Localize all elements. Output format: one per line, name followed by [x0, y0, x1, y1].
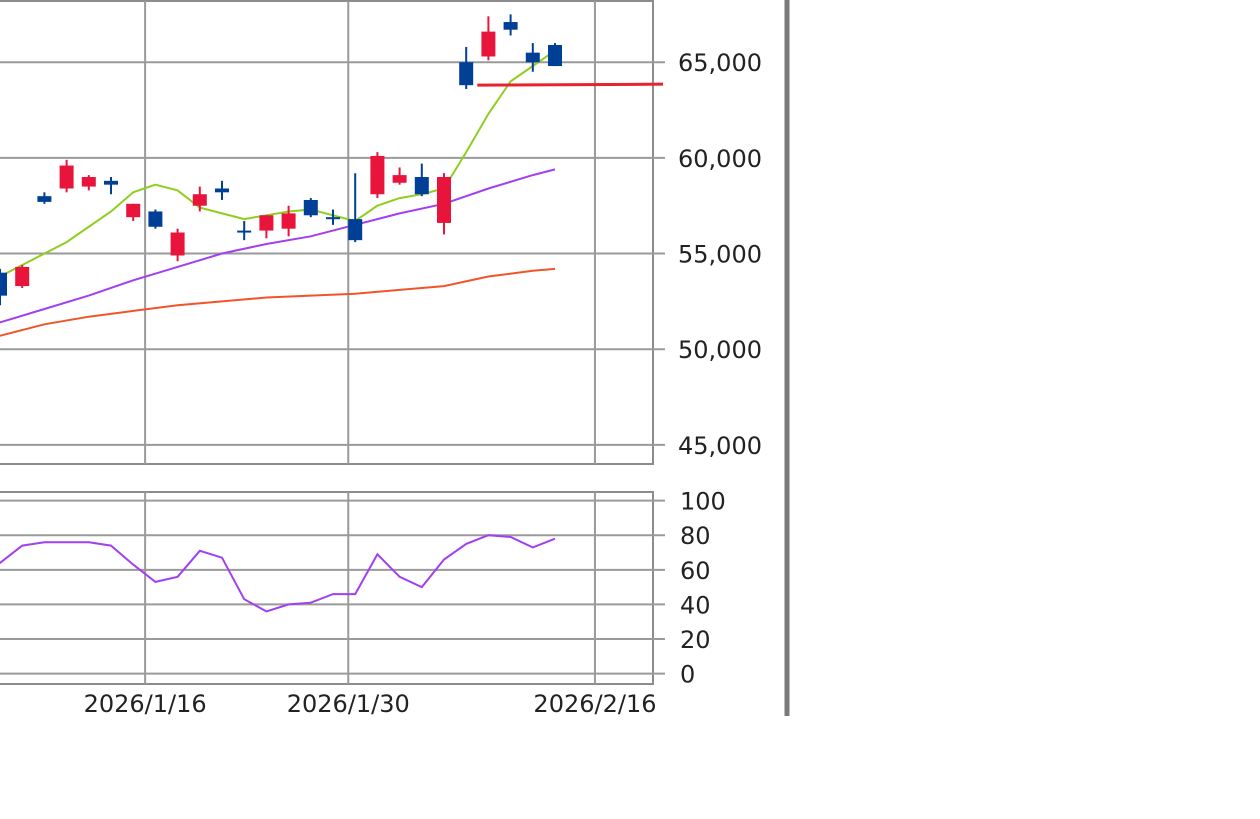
candle-21 — [459, 46, 474, 90]
candle-body-17 — [370, 155, 385, 195]
price-tick-label-1: 60,000 — [678, 145, 762, 173]
candle-10 — [215, 180, 229, 200]
candle-body-4 — [81, 177, 96, 187]
oscillator-tick-label-4: 20 — [680, 626, 711, 654]
candle-17 — [370, 152, 385, 199]
candle-7 — [148, 209, 163, 229]
oscillator-plot-frame — [0, 491, 654, 685]
candle-body-16 — [348, 219, 363, 241]
price-tick-label-4: 45,000 — [678, 432, 762, 460]
candle-body-23 — [503, 22, 518, 30]
candle-body-24 — [525, 52, 540, 63]
candle-body-11 — [237, 230, 252, 233]
candle-16 — [348, 173, 363, 243]
candle-9 — [192, 186, 207, 212]
candle-12 — [259, 215, 274, 239]
oscillator-tick-label-2: 60 — [680, 557, 711, 585]
candle-1 — [15, 265, 30, 288]
oscillator-tick-label-3: 40 — [680, 591, 711, 619]
candle-4 — [81, 175, 96, 191]
candle-22 — [481, 16, 496, 61]
candle-body-15 — [326, 217, 340, 220]
candle-2 — [37, 192, 52, 204]
candle-body-1 — [15, 266, 30, 287]
candle-body-22 — [481, 31, 496, 57]
oscillator-tick-label-0: 100 — [680, 488, 726, 516]
candle-25 — [548, 43, 562, 67]
candle-20 — [437, 173, 451, 235]
candle-24 — [525, 43, 540, 72]
candle-body-6 — [126, 203, 141, 218]
candle-body-19 — [414, 177, 429, 195]
oscillator-series-line-0 — [0, 534, 556, 613]
candle-13 — [281, 205, 296, 237]
candle-body-20 — [437, 177, 451, 223]
price-tick-label-3: 50,000 — [678, 336, 762, 364]
candle-3 — [59, 159, 74, 193]
oscillator-axis-labels: 100 80 60 40 20 0 — [680, 488, 726, 689]
annotations — [477, 82, 664, 87]
oscillator-grid — [0, 491, 665, 685]
price-axis-labels: 65,000 60,000 55,000 50,000 45,000 — [678, 49, 762, 460]
date-axis-labels: 2026/1/16 2026/1/30 2026/2/16 — [84, 690, 657, 718]
candle-body-3 — [59, 165, 74, 189]
moving-average-line-3 — [0, 267, 556, 337]
price-tick-label-2: 55,000 — [678, 241, 762, 269]
candle-body-8 — [170, 232, 185, 256]
candle-body-14 — [303, 199, 318, 216]
candle-5 — [104, 177, 118, 195]
candlesticks — [0, 14, 562, 306]
moving-average-lines — [0, 49, 556, 337]
candle-15 — [326, 209, 340, 225]
candle-body-21 — [459, 62, 474, 86]
candle-18 — [392, 167, 407, 185]
candle-body-7 — [148, 211, 163, 227]
date-tick-label-1: 2026/1/30 — [287, 690, 410, 718]
oscillator-tick-label-1: 80 — [680, 522, 711, 550]
candle-body-13 — [281, 213, 296, 229]
candle-body-18 — [392, 175, 407, 183]
candle-6 — [126, 203, 141, 222]
candle-body-10 — [215, 188, 229, 193]
date-tick-label-0: 2026/1/16 — [84, 690, 207, 718]
candle-14 — [303, 198, 318, 218]
price-tick-label-0: 65,000 — [678, 49, 762, 77]
candle-body-12 — [259, 215, 274, 231]
oscillator-tick-label-5: 0 — [680, 661, 695, 689]
price-grid — [0, 0, 665, 465]
candle-8 — [170, 228, 185, 262]
price-plot-frame — [0, 0, 654, 465]
candle-0 — [0, 268, 7, 306]
date-tick-label-2: 2026/2/16 — [533, 690, 656, 718]
candle-body-9 — [192, 194, 207, 206]
candle-body-0 — [0, 272, 7, 296]
moving-average-line-2 — [0, 168, 556, 324]
candle-body-25 — [548, 45, 562, 67]
candle-11 — [237, 221, 252, 241]
candle-body-2 — [37, 196, 52, 202]
annotation-hline-0 — [477, 82, 664, 87]
oscillator-line — [0, 534, 556, 613]
candle-body-5 — [104, 180, 118, 185]
candle-19 — [414, 163, 429, 197]
candle-23 — [503, 14, 518, 36]
